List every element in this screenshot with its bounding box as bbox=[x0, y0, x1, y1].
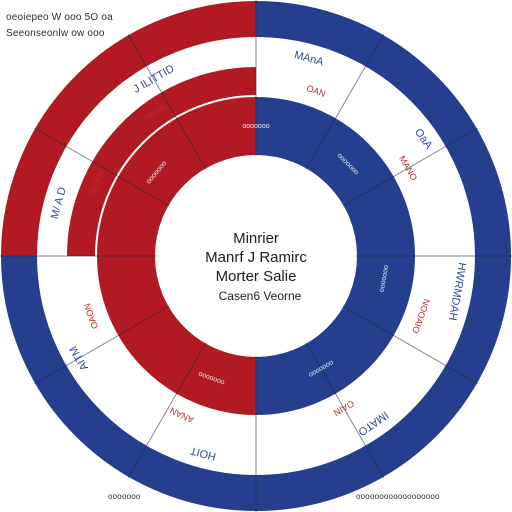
radial-divider bbox=[305, 34, 385, 170]
header-line-2: Seeonseonlw ow ooo bbox=[6, 28, 105, 39]
center-line-4: Casen6 Veorne bbox=[219, 289, 302, 303]
inner-ring-label: ooooooo bbox=[378, 264, 390, 292]
center-disc bbox=[156, 156, 356, 356]
inner-band-red-lower bbox=[96, 256, 256, 416]
footer-right: oooooooooooooooooo bbox=[356, 492, 440, 501]
radial-divider bbox=[127, 342, 207, 478]
radial-divider bbox=[127, 34, 207, 170]
outer-band-red bbox=[0, 0, 256, 256]
footer-left: ooooooo bbox=[108, 492, 141, 501]
center-line-3: Morter Salie bbox=[216, 268, 297, 285]
radial-divider bbox=[34, 127, 170, 207]
radial-divider bbox=[342, 305, 478, 385]
center-line-1: Minrier bbox=[233, 230, 279, 247]
inner-ring-label: ooooooo bbox=[242, 123, 269, 130]
center-line-2: Manrf J Ramirc bbox=[205, 249, 307, 266]
middle-band-red bbox=[66, 66, 256, 256]
radial-divider bbox=[342, 127, 478, 207]
header-line-1: oeoiepeo W ooo 5O oa bbox=[6, 12, 113, 23]
radial-divider bbox=[305, 342, 385, 478]
radial-divider bbox=[34, 305, 170, 385]
